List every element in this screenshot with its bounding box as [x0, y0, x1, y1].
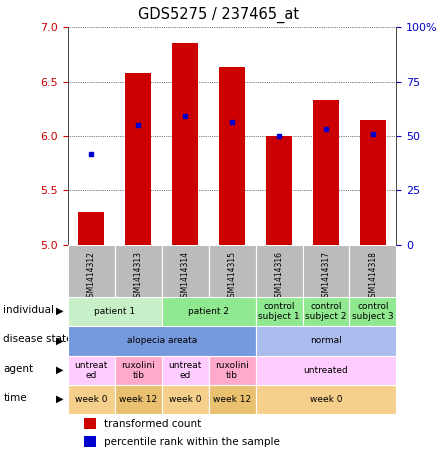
- Text: week 12: week 12: [213, 395, 251, 404]
- Text: GDS5275 / 237465_at: GDS5275 / 237465_at: [138, 7, 300, 23]
- Text: control
subject 2: control subject 2: [305, 302, 347, 321]
- Text: patient 2: patient 2: [188, 307, 229, 316]
- Text: percentile rank within the sample: percentile rank within the sample: [104, 437, 280, 447]
- Text: GSM1414313: GSM1414313: [134, 251, 143, 302]
- Bar: [162, 356, 208, 385]
- Bar: [84, 418, 96, 429]
- Bar: [256, 245, 303, 297]
- Text: control
subject 3: control subject 3: [352, 302, 394, 321]
- Text: untreat
ed: untreat ed: [169, 361, 202, 380]
- Bar: [68, 326, 256, 356]
- Bar: [162, 245, 208, 297]
- Bar: [256, 326, 396, 356]
- Bar: [68, 245, 115, 297]
- Text: GSM1414314: GSM1414314: [181, 251, 190, 302]
- Bar: [350, 245, 396, 297]
- Text: control
subject 1: control subject 1: [258, 302, 300, 321]
- Bar: [256, 356, 396, 385]
- Text: untreated: untreated: [304, 366, 348, 375]
- Text: GSM1414316: GSM1414316: [275, 251, 283, 302]
- Bar: [208, 245, 256, 297]
- Text: agent: agent: [4, 364, 34, 374]
- Bar: [115, 356, 162, 385]
- Text: ruxolini
tib: ruxolini tib: [121, 361, 155, 380]
- Text: normal: normal: [310, 337, 342, 345]
- Text: GSM1414317: GSM1414317: [321, 251, 331, 302]
- Text: ruxolini
tib: ruxolini tib: [215, 361, 249, 380]
- Bar: [303, 245, 350, 297]
- Bar: [208, 356, 256, 385]
- Text: disease state: disease state: [4, 334, 73, 344]
- Bar: [350, 297, 396, 326]
- Text: time: time: [4, 393, 27, 403]
- Bar: [256, 297, 303, 326]
- Bar: [125, 73, 151, 245]
- Text: ▶: ▶: [56, 335, 64, 345]
- Bar: [172, 43, 198, 245]
- Bar: [266, 136, 292, 245]
- Bar: [78, 212, 104, 245]
- Bar: [208, 385, 256, 414]
- Text: ▶: ▶: [56, 306, 64, 316]
- Text: GSM1414312: GSM1414312: [87, 251, 96, 302]
- Text: GSM1414315: GSM1414315: [228, 251, 237, 302]
- Text: week 12: week 12: [119, 395, 157, 404]
- Bar: [162, 385, 208, 414]
- Bar: [162, 297, 256, 326]
- Bar: [68, 297, 162, 326]
- Text: week 0: week 0: [75, 395, 108, 404]
- Bar: [68, 356, 115, 385]
- Text: untreat
ed: untreat ed: [74, 361, 108, 380]
- Bar: [360, 120, 386, 245]
- Text: individual: individual: [4, 305, 54, 315]
- Bar: [219, 67, 245, 245]
- Text: week 0: week 0: [310, 395, 342, 404]
- Text: ▶: ▶: [56, 394, 64, 404]
- Text: ▶: ▶: [56, 365, 64, 375]
- Bar: [68, 385, 115, 414]
- Bar: [256, 385, 396, 414]
- Text: alopecia areata: alopecia areata: [127, 337, 197, 345]
- Bar: [313, 100, 339, 245]
- Bar: [84, 436, 96, 447]
- Bar: [115, 245, 162, 297]
- Text: GSM1414318: GSM1414318: [368, 251, 378, 302]
- Bar: [303, 297, 350, 326]
- Text: transformed count: transformed count: [104, 419, 201, 429]
- Text: week 0: week 0: [169, 395, 201, 404]
- Text: patient 1: patient 1: [94, 307, 135, 316]
- Bar: [115, 385, 162, 414]
